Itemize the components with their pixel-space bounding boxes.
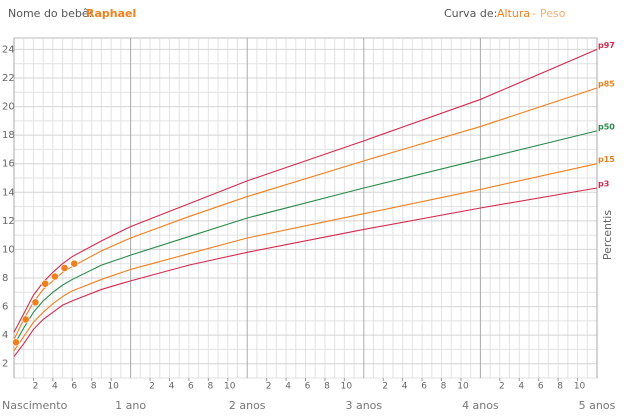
- percentile-label: p15: [598, 155, 615, 164]
- y-tick-label: 8: [2, 273, 8, 284]
- x-tick-label: 10: [107, 382, 119, 392]
- x-tick-label: 6: [305, 382, 311, 392]
- baby-name: Raphael: [86, 7, 136, 20]
- x-tick-label: 2: [266, 382, 272, 392]
- measurement-point: [60, 264, 69, 272]
- x-tick-label: 4: [169, 382, 175, 392]
- x-major-label: 1 ano: [115, 399, 146, 412]
- y-tick-label: 10: [2, 244, 15, 255]
- x-tick-label: 4: [52, 382, 58, 392]
- name-label: Nome do bebê:: [8, 7, 92, 20]
- option-altura[interactable]: Altura: [497, 7, 530, 20]
- x-tick-label: 8: [207, 382, 213, 392]
- y-tick-label: 20: [2, 102, 15, 113]
- measurement-point: [41, 279, 50, 288]
- y-axis-label: Percentis: [601, 210, 614, 260]
- x-tick-label: 10: [224, 382, 236, 392]
- y-tick-label: 12: [2, 216, 15, 227]
- x-major-label: 5 anos: [579, 399, 616, 412]
- percentile-line: [13, 187, 598, 357]
- x-tick-label: 10: [341, 382, 353, 392]
- measurement-point: [21, 315, 30, 324]
- measurement-point: [70, 259, 79, 268]
- y-tick-label: 18: [2, 130, 15, 141]
- x-tick-label: 6: [421, 382, 427, 392]
- x-tick-label: 2: [382, 382, 388, 392]
- percentile-line: [13, 48, 598, 333]
- y-tick-label: 16: [2, 159, 15, 170]
- x-major-label: 3 anos: [345, 399, 382, 412]
- separator: -: [532, 7, 536, 20]
- x-tick-label: 8: [441, 382, 447, 392]
- x-major-label: 2 anos: [229, 399, 266, 412]
- x-tick-label: 6: [188, 382, 194, 392]
- y-tick-label: 4: [2, 330, 8, 341]
- x-tick-label: 10: [574, 382, 586, 392]
- percentile-label: p3: [598, 180, 609, 189]
- measurement-point: [12, 338, 20, 347]
- x-tick-label: 2: [33, 382, 39, 392]
- y-tick-label: 2: [2, 359, 8, 370]
- x-tick-label: 6: [538, 382, 544, 392]
- x-tick-label: 2: [499, 382, 505, 392]
- x-tick-label: 8: [557, 382, 563, 392]
- percentile-label: p50: [598, 122, 615, 131]
- measurement-point: [31, 298, 40, 307]
- x-tick-label: 4: [285, 382, 291, 392]
- x-tick-label: 4: [402, 382, 408, 392]
- curve-label: Curva de:: [444, 7, 497, 20]
- x-tick-label: 2: [149, 382, 155, 392]
- y-tick-label: 14: [2, 187, 15, 198]
- x-tick-label: 6: [71, 382, 77, 392]
- x-major-label: Nascimento: [2, 399, 68, 412]
- percentile-label: p85: [598, 80, 615, 89]
- y-tick-label: 22: [2, 73, 15, 84]
- y-tick-label: 6: [2, 302, 8, 313]
- measurement-point: [50, 272, 59, 281]
- percentile-line: [13, 130, 598, 346]
- x-tick-label: 8: [324, 382, 330, 392]
- y-tick-label: 24: [2, 44, 15, 55]
- x-tick-label: 8: [91, 382, 97, 392]
- percentile-label: p97: [598, 41, 615, 50]
- x-tick-label: 10: [457, 382, 469, 392]
- option-peso[interactable]: Peso: [540, 7, 566, 20]
- x-tick-label: 4: [518, 382, 524, 392]
- percentile-line: [13, 163, 598, 352]
- x-major-label: 4 anos: [462, 399, 499, 412]
